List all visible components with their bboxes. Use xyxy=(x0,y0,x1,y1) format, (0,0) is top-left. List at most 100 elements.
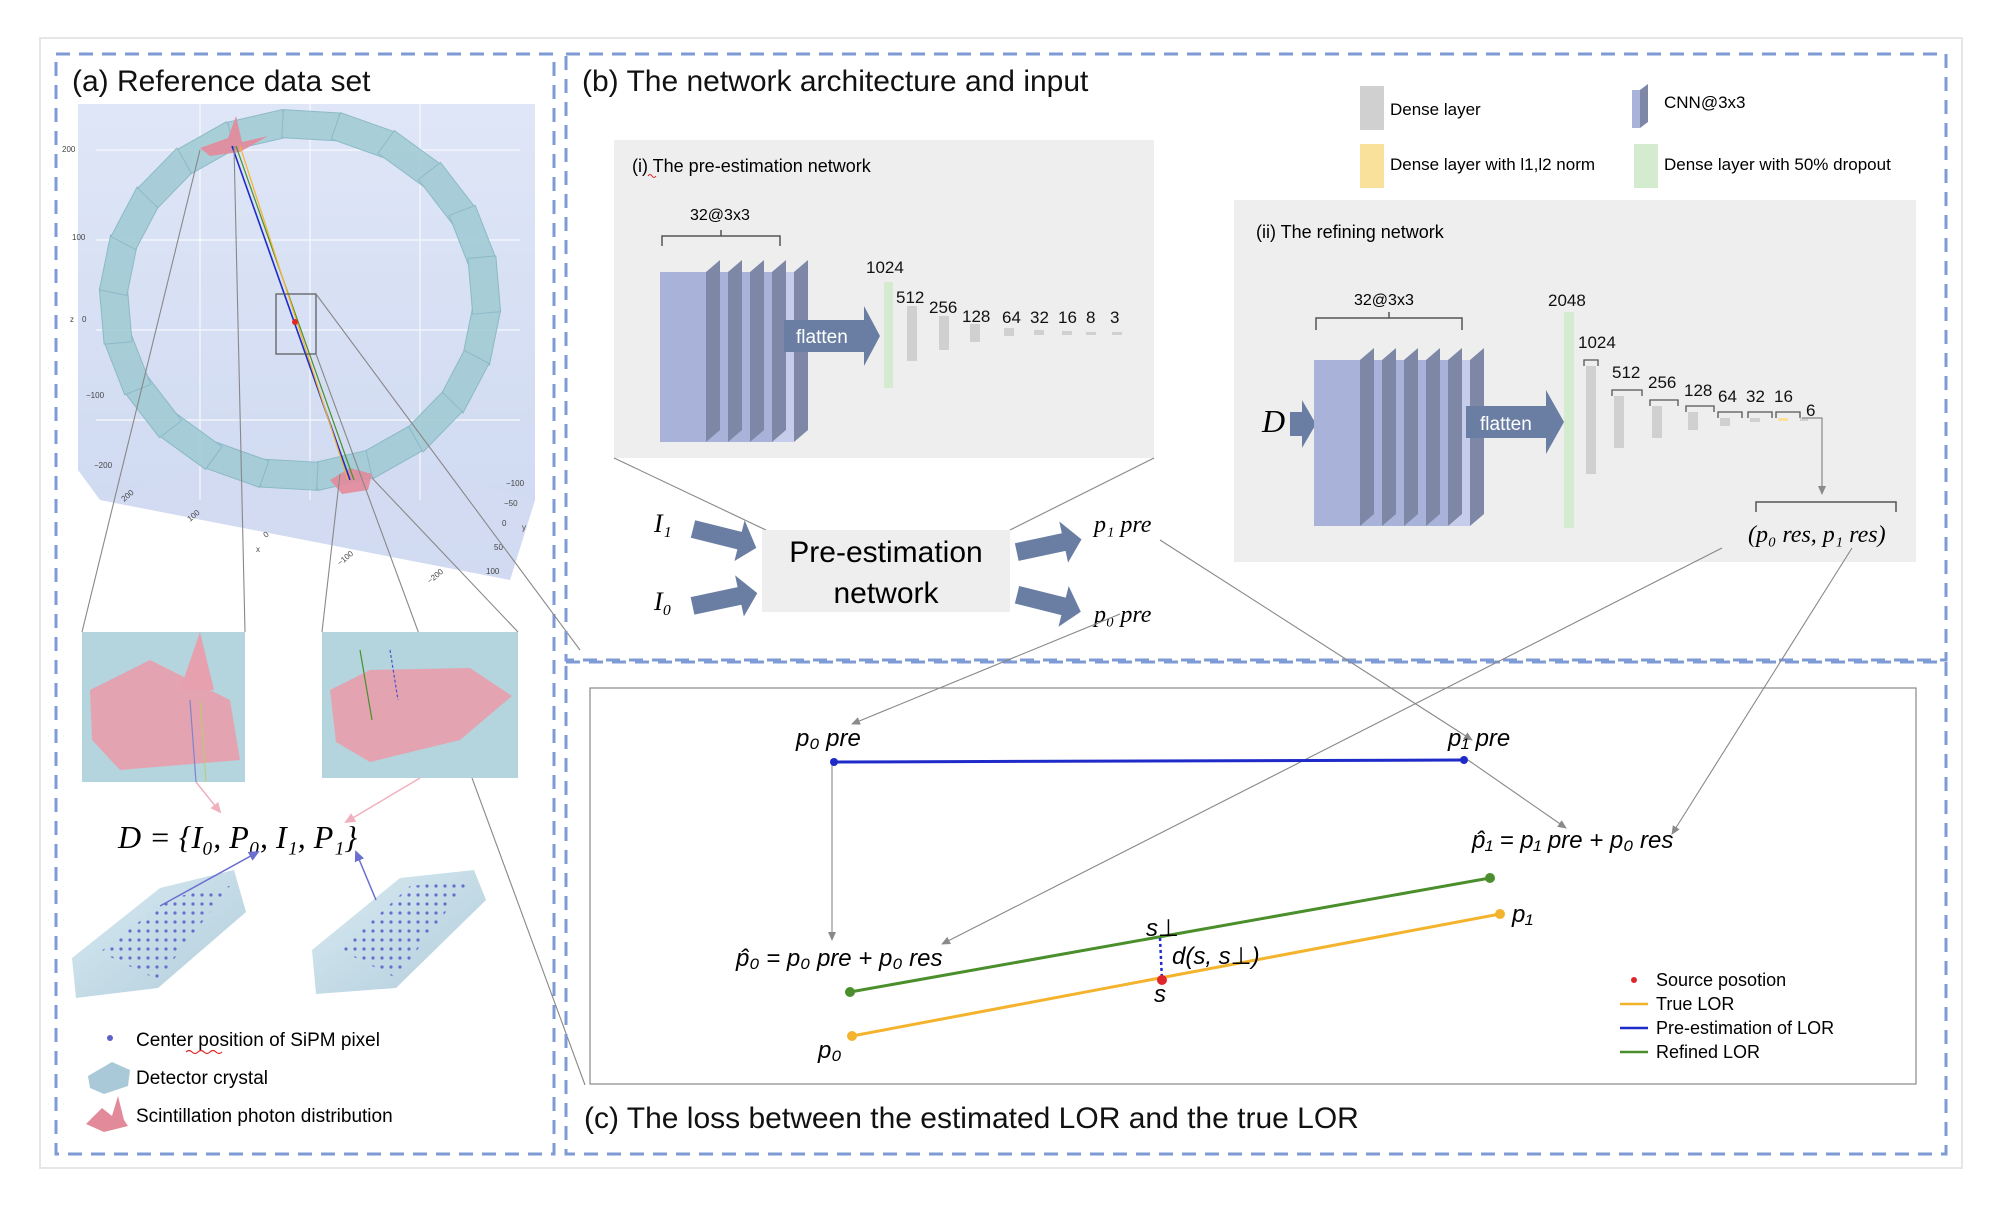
lor-refined xyxy=(849,876,1491,994)
legend-dropout-swatch xyxy=(1634,144,1658,188)
layer-size-label: 2048 xyxy=(1548,291,1586,310)
panel-b: (b) The network architecture and input D… xyxy=(564,52,1948,662)
panel-c-border xyxy=(564,660,1948,1156)
x-axis-label: x xyxy=(256,545,260,554)
label-distance: d(s, s⊥) xyxy=(1172,943,1260,970)
cnn-filter-side xyxy=(706,260,720,442)
dense-layer xyxy=(907,306,917,361)
label-p1hat: p̂₁ = p₁ pre + p₀ res xyxy=(1471,827,1673,854)
arrow-p0-out xyxy=(1014,586,1081,627)
dense-layer xyxy=(1614,396,1624,448)
cnn-filter-side xyxy=(1382,348,1396,526)
lor-refined-3d xyxy=(235,145,355,481)
y-tick-2: 0 xyxy=(502,519,507,528)
cnn-filter-side xyxy=(728,260,742,442)
refine-output: (p₀ res, p₁ res) xyxy=(1748,522,1886,548)
pre-block-line2: network xyxy=(833,577,939,610)
pre-flatten-label: flatten xyxy=(796,327,848,348)
layer-size-label: 1024 xyxy=(1578,333,1616,352)
z-axis-label: z xyxy=(70,315,74,324)
input-I0: I₀ xyxy=(653,587,672,616)
layer-size-label: 32 xyxy=(1746,387,1765,406)
layer-size-label: 8 xyxy=(1086,308,1095,327)
refine-flatten-arrow xyxy=(1466,390,1564,454)
dense-layer xyxy=(1586,366,1596,474)
z-tick-4: −200 xyxy=(94,461,113,470)
panel-b-border xyxy=(564,52,1948,662)
dense-layer xyxy=(1778,418,1788,421)
input-I1: I₁ xyxy=(653,509,672,538)
cnn-filter-side xyxy=(772,260,786,442)
dense-layer xyxy=(1750,418,1760,422)
panel-a-title: (a) Reference data set xyxy=(72,65,371,98)
dense-layer xyxy=(1720,418,1730,426)
dense-layer xyxy=(1564,312,1574,528)
y-tick-4: 100 xyxy=(486,567,500,576)
zoom-box xyxy=(275,293,317,355)
y-tick-0: −100 xyxy=(506,479,525,488)
legend-cnn-label: CNN@3x3 xyxy=(1664,93,1746,112)
z-tick-0: 200 xyxy=(62,145,76,154)
layer-size-label: 512 xyxy=(896,288,924,307)
cnn-filter-side xyxy=(750,260,764,442)
legend-source-label: Source posotion xyxy=(1656,970,1786,990)
y-axis-label: y xyxy=(522,523,526,532)
lor-plot-frame xyxy=(589,687,1917,1085)
pre-net-cnn-label: 32@3x3 xyxy=(690,207,750,224)
z-tick-2: 0 xyxy=(82,315,87,324)
detector-ring-plot: 200 100 0 −100 −200 z 200 100 0 x −100 −… xyxy=(62,104,535,586)
dense-layer xyxy=(1086,332,1096,335)
equation-D: D = {I₀, P₀, I₁, P₁} xyxy=(117,819,357,855)
label-s: s xyxy=(1154,981,1166,1008)
z-tick-3: −100 xyxy=(86,391,105,400)
source-point-3d xyxy=(292,319,298,325)
dense-layer xyxy=(1034,330,1044,335)
layer-size-label: 128 xyxy=(962,307,990,326)
sipm-crystal-right xyxy=(312,870,486,994)
scintillation-peak-top xyxy=(200,116,268,156)
pre-estimation-block xyxy=(762,530,1010,612)
cnn-filter-side xyxy=(1426,348,1440,526)
label-sperp: s⊥ xyxy=(1146,915,1179,942)
refine-net-title: (ii) The refining network xyxy=(1256,222,1445,242)
arrow-I0-in xyxy=(690,575,758,617)
lor-true-3d xyxy=(239,145,349,481)
ring-segment xyxy=(260,458,319,491)
panel-c-legend: Source posotion True LOR Pre-estimation … xyxy=(1620,970,1834,1062)
cnn-filter-side xyxy=(1360,348,1374,526)
pre-flatten-arrow xyxy=(784,306,880,366)
spellcheck-underline xyxy=(185,1049,223,1055)
legend-crystal-label: Detector crystal xyxy=(136,1068,268,1089)
output-p0pre: p₀ pre xyxy=(1092,602,1152,628)
legend-sipm-label: Center position of SiPM pixel xyxy=(136,1030,380,1051)
legend-l1l2-swatch xyxy=(1360,144,1384,188)
refine-net-cnn-label: 32@3x3 xyxy=(1354,292,1414,309)
layer-size-label: 512 xyxy=(1612,363,1640,382)
arrow-I1-in xyxy=(690,520,757,562)
label-p1: p₁ xyxy=(1511,901,1533,928)
dense-layer xyxy=(939,316,949,350)
sipm-dot-icon xyxy=(107,1035,113,1041)
layer-size-label: 16 xyxy=(1774,387,1793,406)
label-p0hat: p̂₀ = p₀ pre + p₀ res xyxy=(735,945,942,972)
layer-size-label: 256 xyxy=(929,298,957,317)
arrow-D-in xyxy=(1290,400,1316,448)
layer-size-label: 128 xyxy=(1684,381,1712,400)
ring-segment xyxy=(281,109,340,142)
label-p0pre: p₀ pre xyxy=(795,725,861,752)
layer-size-label: 32 xyxy=(1030,308,1049,327)
legend-refined-label: Refined LOR xyxy=(1656,1042,1760,1062)
legend-dropout-label: Dense layer with 50% dropout xyxy=(1664,155,1891,174)
layer-size-label: 1024 xyxy=(866,258,904,277)
legend-scint-label: Scintillation photon distribution xyxy=(136,1106,393,1127)
pre-block-line1: Pre-estimation xyxy=(789,536,982,569)
cnn-filter-side xyxy=(1448,348,1462,526)
pre-net-title: (i) The pre-estimation network xyxy=(632,156,872,176)
cnn-filter-side xyxy=(1404,348,1418,526)
detector-crystal-icon xyxy=(88,1062,130,1094)
dense-layer xyxy=(1062,331,1072,335)
layer-size-label: 16 xyxy=(1058,308,1077,327)
legend-l1l2-label: Dense layer with l1,l2 norm xyxy=(1390,155,1595,174)
z-tick-1: 100 xyxy=(72,233,86,242)
